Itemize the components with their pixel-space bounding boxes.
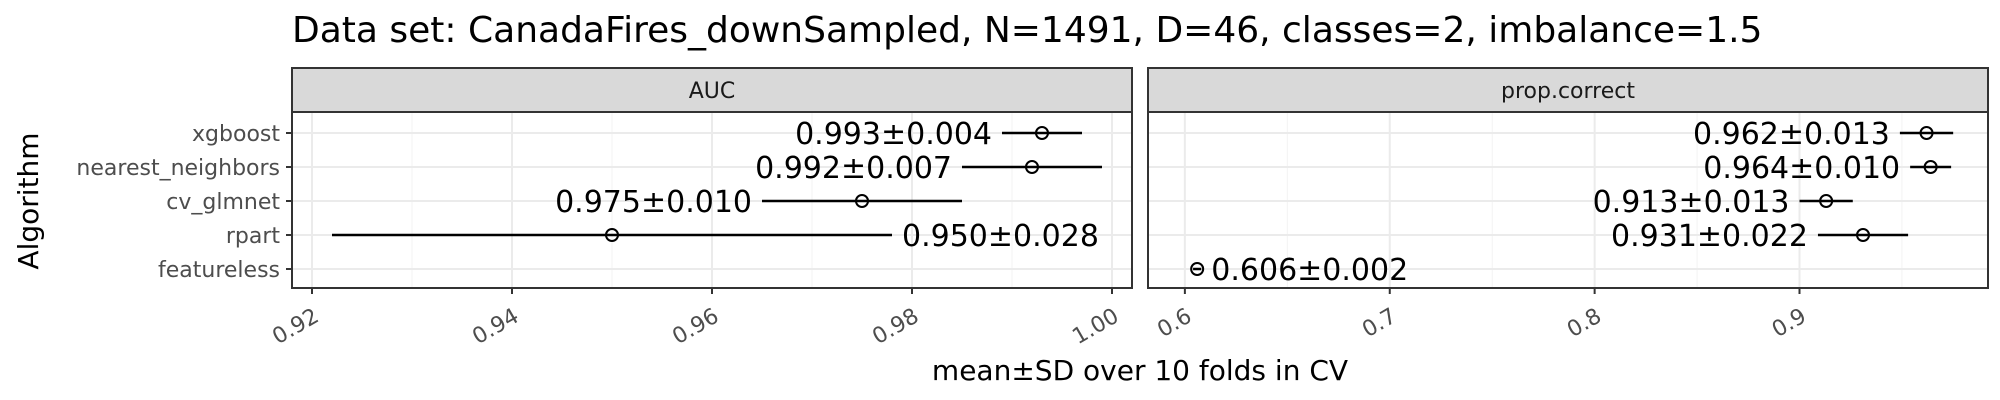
point-xgboost	[1035, 126, 1049, 140]
y-tick-label-xgboost: xgboost	[192, 122, 280, 147]
x-tick-label: 0.6	[1153, 304, 1196, 343]
chart-title: Data set: CanadaFires_downSampled, N=149…	[292, 10, 1762, 51]
data-label-cv_glmnet: 0.913±0.013	[1593, 185, 1790, 220]
point-cv_glmnet	[855, 194, 869, 208]
x-tick-label: 0.7	[1358, 304, 1401, 343]
x-tick-label: 0.98	[868, 304, 923, 350]
x-tick-label: 0.9	[1768, 304, 1811, 343]
point-nearest_neighbors	[1923, 160, 1938, 174]
y-tick-label-nearest_neighbors: nearest_neighbors	[76, 156, 280, 181]
x-tick-label: 0.8	[1563, 304, 1606, 343]
point-featureless	[1190, 262, 1205, 276]
x-axis-title: mean±SD over 10 folds in CV	[932, 354, 1348, 387]
y-tick-label-rpart: rpart	[226, 224, 281, 249]
data-label-xgboost: 0.993±0.004	[795, 117, 992, 152]
point-xgboost	[1919, 126, 1934, 140]
x-tick-label: 1.00	[1068, 304, 1123, 350]
x-tick-label: 0.94	[468, 304, 523, 350]
y-tick-label-featureless: featureless	[158, 258, 280, 283]
panel-border	[1147, 111, 1989, 289]
point-cv_glmnet	[1819, 194, 1834, 208]
panel-strip	[291, 67, 1133, 113]
data-label-featureless: 0.606±0.002	[1211, 253, 1408, 288]
y-tick-label-cv_glmnet: cv_glmnet	[166, 190, 280, 215]
data-label-xgboost: 0.962±0.013	[1693, 117, 1890, 152]
data-label-nearest_neighbors: 0.992±0.007	[755, 151, 952, 186]
panel-prop-correct: prop.correct 0.962±0.0130.964±0.0100.913±…	[1147, 67, 1989, 343]
data-label-rpart: 0.931±0.022	[1611, 219, 1808, 254]
y-axis-title: Algorithm	[12, 132, 45, 269]
data-label-nearest_neighbors: 0.964±0.010	[1703, 151, 1900, 186]
panel-strip-label: AUC	[689, 79, 736, 104]
panel-strip-label: prop.correct	[1501, 79, 1635, 104]
data-label-rpart: 0.950±0.028	[902, 219, 1099, 254]
point-rpart	[605, 228, 619, 242]
panel-strip	[1147, 67, 1989, 113]
x-tick-label: 0.92	[268, 304, 323, 350]
x-tick-label: 0.96	[668, 304, 723, 350]
point-rpart	[1856, 228, 1871, 242]
data-label-cv_glmnet: 0.975±0.010	[555, 185, 752, 220]
point-nearest_neighbors	[1025, 160, 1039, 174]
